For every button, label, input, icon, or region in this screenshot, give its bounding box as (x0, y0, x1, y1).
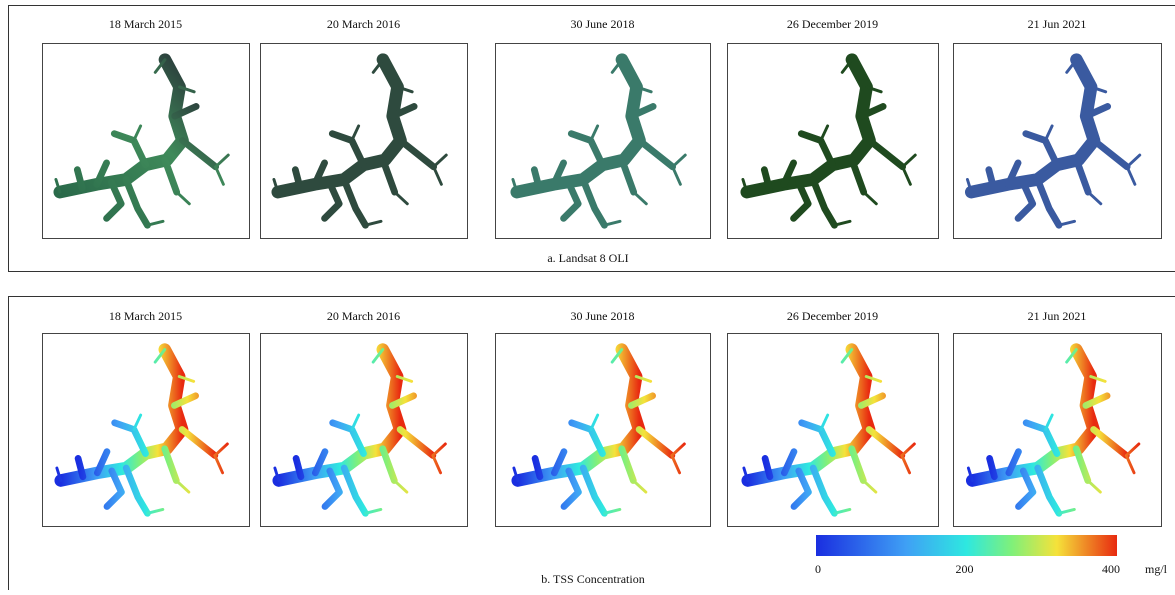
image-title: 20 March 2016 (327, 309, 400, 323)
image-frame (954, 334, 1162, 527)
image-frame (261, 44, 468, 239)
image-frame (43, 44, 250, 239)
image-frame (728, 334, 939, 527)
colorbar-unit: mg/l (1145, 562, 1168, 576)
caption: a. Landsat 8 OLI (547, 251, 628, 265)
image-title: 26 December 2019 (787, 309, 878, 323)
image-title: 30 June 2018 (571, 17, 635, 31)
image-frame (954, 44, 1162, 239)
image-frame (496, 334, 711, 527)
image-title: 18 March 2015 (109, 17, 182, 31)
image-title: 21 Jun 2021 (1028, 17, 1087, 31)
image-frame (261, 334, 468, 527)
colorbar-tick-label: 400 (1102, 562, 1120, 576)
image-frame (728, 44, 939, 239)
image-title: 21 Jun 2021 (1028, 309, 1087, 323)
colorbar-tick-label: 200 (956, 562, 974, 576)
image-title: 30 June 2018 (571, 309, 635, 323)
caption: b. TSS Concentration (541, 572, 644, 586)
colorbar-tick-label: 0 (815, 562, 821, 576)
image-frame (43, 334, 250, 527)
figure: a. Landsat 8 OLI b. TSS Concentration mg… (0, 0, 1175, 590)
image-title: 20 March 2016 (327, 17, 400, 31)
colorbar (816, 535, 1117, 556)
image-title: 18 March 2015 (109, 309, 182, 323)
image-frame (496, 44, 711, 239)
image-title: 26 December 2019 (787, 17, 878, 31)
